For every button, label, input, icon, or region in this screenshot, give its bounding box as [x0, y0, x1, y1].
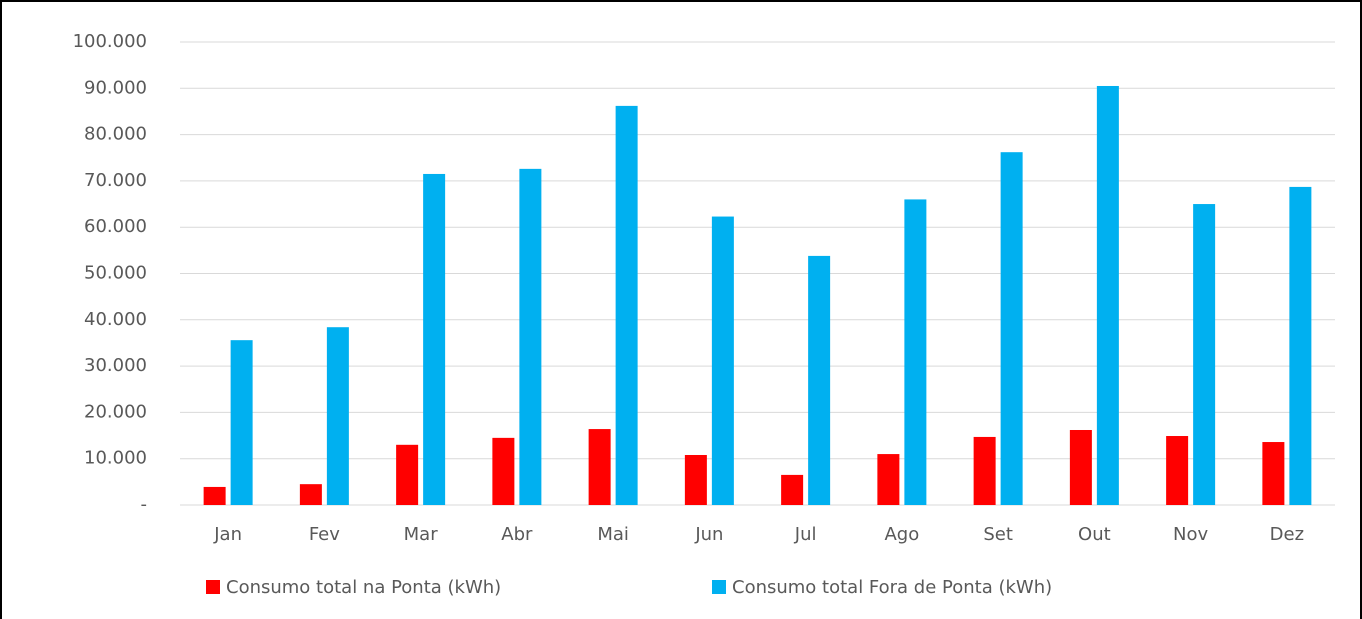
bar — [615, 105, 638, 506]
x-tick-label: Jan — [213, 524, 242, 545]
bar — [1193, 204, 1216, 506]
bar — [203, 486, 226, 505]
legend-swatch — [206, 580, 220, 594]
bar — [1262, 442, 1285, 505]
bar — [326, 327, 349, 505]
x-tick-label: Nov — [1173, 524, 1208, 545]
bar — [904, 199, 927, 506]
x-tick-label: Jun — [694, 524, 723, 545]
y-tick-label: 30.000 — [84, 355, 147, 376]
bar — [492, 437, 515, 505]
x-tick-label: Fev — [309, 524, 340, 545]
bar — [1096, 85, 1119, 506]
y-tick-label: 40.000 — [84, 309, 147, 330]
y-tick-label: 90.000 — [84, 77, 147, 98]
bar — [711, 216, 734, 505]
x-tick-label: Out — [1078, 524, 1111, 545]
y-tick-label: 70.000 — [84, 170, 147, 191]
bar — [1289, 186, 1312, 505]
y-tick-label: 20.000 — [84, 401, 147, 422]
bar — [973, 436, 996, 505]
bar — [1166, 436, 1189, 505]
x-tick-label: Mai — [597, 524, 629, 545]
legend-label: Consumo total na Ponta (kWh) — [226, 577, 501, 598]
y-tick-label: 60.000 — [84, 216, 147, 237]
bar — [588, 429, 611, 505]
x-tick-label: Ago — [884, 524, 919, 545]
bar — [781, 474, 804, 505]
legend-label: Consumo total Fora de Ponta (kWh) — [732, 577, 1052, 598]
y-tick-label: 100.000 — [73, 31, 147, 52]
x-tick-label: Set — [983, 524, 1013, 545]
x-tick-label: Abr — [501, 524, 533, 545]
bar — [1000, 152, 1023, 505]
x-tick-label: Dez — [1270, 524, 1304, 545]
y-tick-label: 50.000 — [84, 263, 147, 284]
bar — [299, 484, 322, 505]
bar — [230, 340, 253, 505]
bar — [1069, 429, 1092, 505]
bar — [519, 168, 542, 505]
x-tick-label: Mar — [404, 524, 439, 545]
bar — [423, 173, 446, 505]
y-tick-label: - — [141, 494, 148, 515]
y-tick-label: 10.000 — [84, 448, 147, 469]
bar — [808, 255, 831, 505]
x-tick-label: Jul — [794, 524, 817, 545]
y-tick-label: 80.000 — [84, 124, 147, 145]
bar — [877, 454, 900, 505]
bar — [396, 444, 419, 505]
legend-swatch — [712, 580, 726, 594]
bar — [684, 454, 707, 505]
